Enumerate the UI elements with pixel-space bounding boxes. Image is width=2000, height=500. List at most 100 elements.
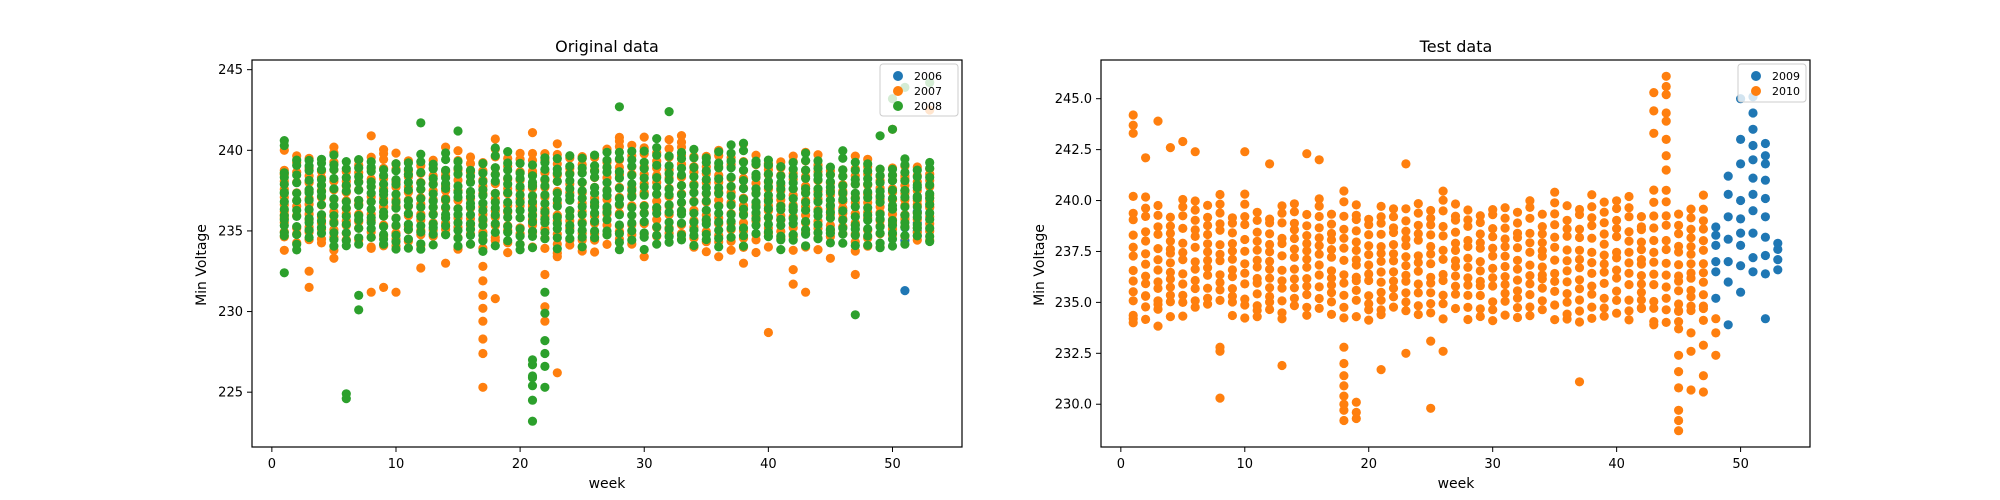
data-point-2008 [354,171,364,182]
data-point-2008 [403,196,413,206]
data-point-2008 [863,174,873,184]
data-point-2008 [503,165,513,175]
data-point-2008 [726,181,736,191]
data-point-2008 [614,228,625,239]
data-point-2010 [1612,232,1622,242]
data-point-2010 [1574,254,1585,265]
data-point-2010 [1500,272,1510,282]
data-point-2008 [428,240,438,250]
data-point-2010 [1438,195,1448,205]
data-point-2008 [627,192,637,202]
data-point-2008 [801,148,811,158]
data-point-2008 [490,188,500,199]
data-point-2009 [1723,189,1733,199]
data-point-2010 [1624,306,1634,316]
data-point-2008 [552,188,562,198]
data-point-2008 [714,158,724,168]
data-point-2007 [453,146,463,156]
data-point-2010 [1649,269,1659,279]
data-point-2010 [1203,200,1213,210]
data-point-2010 [1178,194,1188,205]
data-point-2008 [341,211,351,221]
data-point-2010 [1376,248,1386,258]
data-point-2008 [416,178,426,188]
data-point-2010 [1612,308,1622,318]
data-point-2010 [1450,227,1461,237]
data-point-2008 [304,195,314,205]
data-point-2008 [428,219,438,229]
data-point-2008 [776,162,786,172]
data-point-2007 [416,263,426,273]
data-point-2010 [1661,165,1671,175]
data-point-2010 [1475,257,1485,267]
data-point-2010 [1413,199,1423,209]
data-point-2010 [1488,297,1498,307]
data-point-2007 [714,252,724,262]
data-point-2010 [1550,286,1560,296]
data-point-2008 [341,197,351,207]
data-point-2010 [1190,205,1200,215]
data-point-2010 [1203,263,1213,273]
data-point-2010 [1141,291,1151,301]
data-point-2010 [1388,204,1399,214]
data-point-2009 [1711,267,1721,277]
data-point-2008 [788,230,798,240]
data-point-2010 [1339,302,1349,312]
data-point-2010 [1698,277,1708,287]
data-point-2010 [1190,296,1200,306]
data-point-2008 [527,205,538,215]
data-point-2008 [503,212,513,222]
data-point-2010 [1686,285,1696,295]
data-point-2008 [863,159,873,169]
data-point-2010 [1574,263,1585,273]
data-point-2008 [875,171,885,181]
data-point-2010 [1661,185,1671,195]
data-point-2010 [1562,201,1572,211]
data-point-2008 [416,194,426,204]
data-point-2010 [1686,292,1696,302]
data-point-2010 [1277,233,1287,243]
data-point-2010 [1314,260,1324,270]
data-point-2008 [590,226,600,236]
data-point-2008 [813,156,823,166]
data-point-2007 [552,139,562,149]
data-point-2008 [329,184,339,194]
data-point-2008 [565,234,575,244]
data-point-2008 [577,232,587,242]
data-point-2008 [900,176,910,186]
data-point-2010 [1500,251,1510,261]
data-point-2010 [1537,305,1547,315]
data-point-2008 [838,206,848,216]
data-point-2008 [701,214,711,225]
data-point-2008 [490,210,500,220]
data-point-2010 [1698,315,1708,325]
data-point-2008 [441,230,451,240]
data-point-2010 [1661,258,1671,268]
data-point-2010 [1289,274,1299,284]
data-point-2008 [403,158,413,168]
data-point-2010 [1388,302,1399,312]
data-point-2010 [1674,426,1684,436]
data-point-2008 [863,240,873,250]
data-point-2010 [1674,415,1684,426]
data-point-2008 [825,195,836,205]
data-point-2010 [1265,273,1275,283]
plot-area [279,78,935,426]
data-point-2008 [292,239,302,249]
data-point-2010 [1326,309,1337,319]
data-point-2010 [1525,311,1535,321]
data-point-2010 [1141,192,1151,202]
data-point-2010 [1550,242,1560,252]
data-point-2008 [738,165,749,175]
data-point-2008 [875,186,885,196]
data-point-2010 [1252,207,1262,217]
data-point-2008 [887,241,898,251]
x-tick-label: 10 [1237,457,1254,472]
data-point-2010 [1525,302,1535,312]
data-point-2008 [652,230,662,240]
data-point-2010 [1463,314,1473,325]
data-point-2010 [1413,279,1423,289]
data-point-2008 [900,202,910,212]
data-point-2010 [1525,279,1535,289]
data-point-2010 [1661,270,1671,280]
